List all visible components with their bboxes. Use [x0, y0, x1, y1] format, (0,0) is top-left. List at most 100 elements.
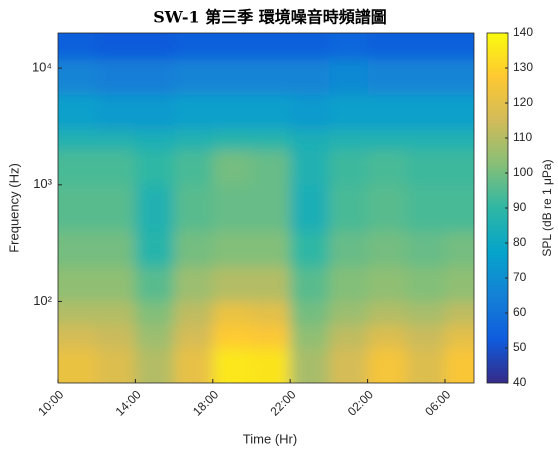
heatmap-cell	[96, 301, 136, 326]
heatmap-cell	[251, 231, 291, 267]
x-tick-label: 06:00	[422, 387, 453, 418]
heatmap-cell	[444, 324, 474, 349]
colorbar-label: SPL (dB re 1 μPa)	[540, 159, 554, 256]
colorbar-tick-label: 50	[513, 340, 527, 354]
heatmap-cell	[406, 33, 446, 60]
heatmap-cell	[444, 94, 474, 130]
heatmap-cell	[367, 347, 407, 383]
heatmap-cell	[174, 33, 214, 60]
heatmap-cell	[174, 347, 214, 383]
heatmap-cell	[212, 149, 252, 186]
heatmap-cell	[367, 149, 407, 186]
heatmap-cell	[290, 266, 330, 302]
heatmap-cell	[96, 129, 136, 151]
heatmap-cell	[212, 33, 252, 60]
heatmap-cell	[174, 231, 214, 267]
heatmap-cell	[367, 266, 407, 302]
heatmap-cell	[290, 301, 330, 326]
x-tick-label: 14:00	[113, 387, 144, 418]
heatmap-cell	[328, 324, 369, 349]
heatmap-cell	[58, 149, 98, 186]
heatmap-cell	[174, 266, 214, 302]
heatmap-cell	[367, 184, 407, 232]
heatmap-cell	[290, 58, 330, 95]
heatmap-cell	[444, 347, 474, 383]
heatmap-cell	[290, 149, 330, 186]
heatmap-cell	[96, 33, 136, 60]
heatmap-cell	[367, 301, 407, 326]
heatmap-cell	[328, 149, 369, 186]
x-axis-label: Time (Hr)	[243, 431, 297, 446]
heatmap-cell	[406, 184, 446, 232]
heatmap-cell	[174, 184, 214, 232]
heatmap-cell	[212, 301, 252, 326]
heatmap-cell	[406, 149, 446, 186]
heatmap-cell	[406, 129, 446, 151]
heatmap-cell	[174, 149, 214, 186]
heatmap-cell	[212, 347, 252, 383]
y-tick-label: 10²	[33, 293, 52, 308]
heatmap-cell	[328, 266, 369, 302]
heatmap-cell	[290, 231, 330, 267]
heatmap-cell	[444, 231, 474, 267]
heatmap-cell	[290, 324, 330, 349]
heatmap-cell	[58, 324, 98, 349]
axes: 10:00 14:00 18:00 22:00 02:00 06:00 10² 10³ 10⁴ 4…	[32, 25, 533, 418]
heatmap-cell	[96, 94, 136, 130]
heatmap-cell	[328, 58, 369, 95]
heatmap-cell	[328, 33, 369, 60]
heatmap-cell	[135, 129, 175, 151]
heatmap-cell	[135, 301, 175, 326]
heatmap-cell	[135, 33, 175, 60]
y-axis-label: Frequency (Hz)	[6, 163, 21, 253]
heatmap-cell	[290, 94, 330, 130]
heatmap-cell	[212, 266, 252, 302]
colorbar-tick-label: 80	[513, 235, 527, 249]
heatmap-cell	[212, 129, 252, 151]
heatmap-cell	[58, 301, 98, 326]
heatmap-cell	[251, 58, 291, 95]
heatmap-cell	[96, 231, 136, 267]
heatmap-cell	[328, 301, 369, 326]
heatmap-cell	[406, 58, 446, 95]
heatmap-cell	[174, 324, 214, 349]
colorbar-tick-label: 110	[513, 130, 532, 144]
heatmap-cell	[212, 231, 252, 267]
y-tick-label: 10⁴	[32, 60, 52, 75]
heatmap-cell	[406, 301, 446, 326]
heatmap-cell	[58, 129, 98, 151]
heatmap-cell	[174, 58, 214, 95]
heatmap-cell	[444, 129, 474, 151]
colorbar-tick-label: 70	[513, 270, 527, 284]
heatmap-cell	[444, 266, 474, 302]
heatmap-cell	[406, 231, 446, 267]
heatmap-cell	[251, 266, 291, 302]
heatmap-cell	[367, 129, 407, 151]
heatmap-cell	[135, 58, 175, 95]
heatmap-cell	[96, 149, 136, 186]
heatmap-cell	[212, 94, 252, 130]
heatmap-cell	[58, 231, 98, 267]
heatmap-cell	[251, 149, 291, 186]
heatmap-cell	[251, 324, 291, 349]
colorbar-tick-label: 130	[513, 60, 533, 74]
heatmap-cell	[406, 266, 446, 302]
heatmap-cell	[444, 33, 474, 60]
heatmap-cell	[135, 324, 175, 349]
heatmap-cell	[135, 149, 175, 186]
heatmap-cell	[367, 58, 407, 95]
colorbar-tick-label: 140	[513, 25, 533, 39]
heatmap-cell	[212, 184, 252, 232]
colorbar-tick-label: 60	[513, 305, 527, 319]
heatmap-cell	[406, 347, 446, 383]
heatmap-cell	[444, 184, 474, 232]
heatmap-cell	[328, 231, 369, 267]
x-tick-label: 18:00	[190, 387, 221, 418]
plot-frame	[57, 32, 475, 384]
heatmap-cell	[96, 324, 136, 349]
heatmap-cell	[367, 324, 407, 349]
heatmap-cell	[135, 347, 175, 383]
colorbar	[486, 32, 509, 384]
x-tick-label: 22:00	[267, 387, 298, 418]
heatmap-cell	[96, 266, 136, 302]
